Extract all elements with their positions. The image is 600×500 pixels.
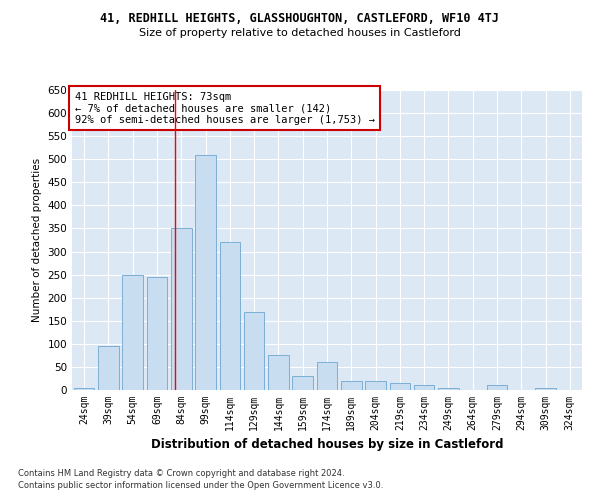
Text: Contains public sector information licensed under the Open Government Licence v3: Contains public sector information licen… [18, 481, 383, 490]
Bar [268, 356, 289, 390]
Bar [220, 242, 240, 390]
Y-axis label: Number of detached properties: Number of detached properties [32, 158, 42, 322]
Text: Size of property relative to detached houses in Castleford: Size of property relative to detached ho… [139, 28, 461, 38]
Bar [146, 277, 167, 390]
Text: Contains HM Land Registry data © Crown copyright and database right 2024.: Contains HM Land Registry data © Crown c… [18, 468, 344, 477]
Bar [195, 154, 216, 390]
Bar [341, 381, 362, 390]
Bar [414, 386, 434, 390]
X-axis label: Distribution of detached houses by size in Castleford: Distribution of detached houses by size … [151, 438, 503, 452]
Bar [365, 381, 386, 390]
Bar [438, 388, 459, 390]
Text: 41, REDHILL HEIGHTS, GLASSHOUGHTON, CASTLEFORD, WF10 4TJ: 41, REDHILL HEIGHTS, GLASSHOUGHTON, CAST… [101, 12, 499, 26]
Bar [74, 388, 94, 390]
Bar [98, 346, 119, 390]
Bar [244, 312, 265, 390]
Bar [389, 383, 410, 390]
Bar [171, 228, 191, 390]
Bar [487, 386, 508, 390]
Bar [122, 274, 143, 390]
Bar [292, 376, 313, 390]
Bar [317, 362, 337, 390]
Text: 41 REDHILL HEIGHTS: 73sqm
← 7% of detached houses are smaller (142)
92% of semi-: 41 REDHILL HEIGHTS: 73sqm ← 7% of detach… [74, 92, 374, 124]
Bar [535, 388, 556, 390]
